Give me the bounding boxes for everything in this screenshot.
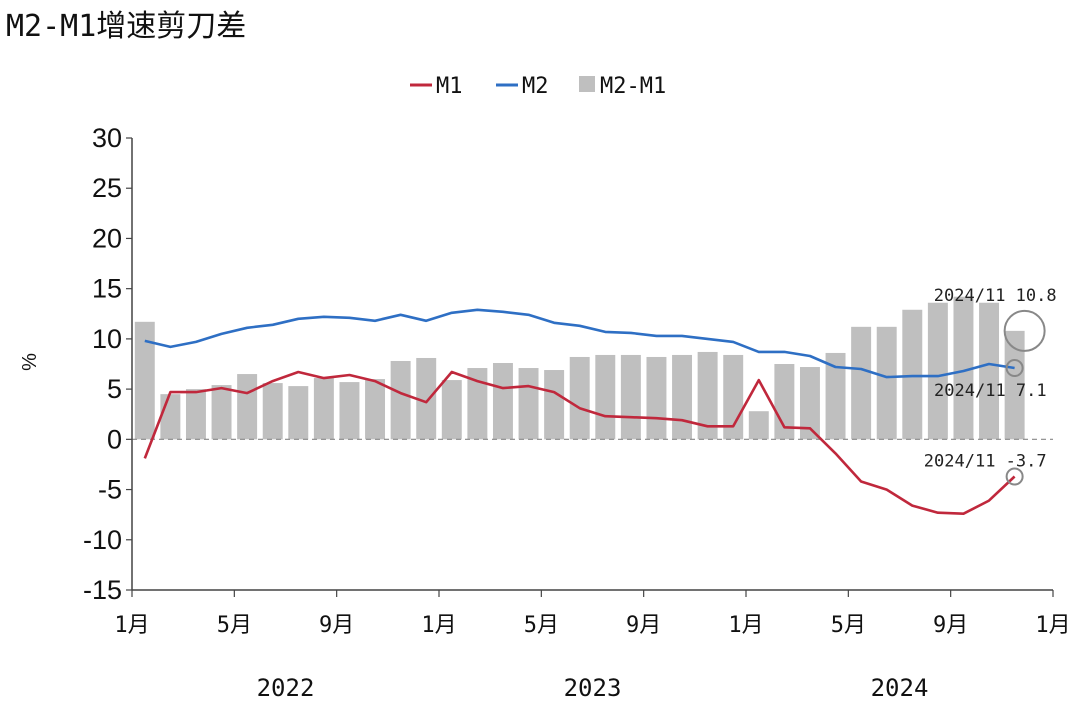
bar-m2-m1 (365, 379, 386, 440)
bar-m2-m1 (237, 374, 258, 440)
x-tick-label: 5月 (217, 613, 252, 638)
legend: M1 M2 M2-M1 (410, 74, 666, 99)
bar-m2-m1 (569, 356, 590, 440)
legend-label-m2-m1: M2-M1 (600, 74, 666, 99)
y-tick-label: 30 (92, 123, 122, 153)
annotation-label: 2024/11 7.1 (934, 381, 1047, 401)
annotation-circle (1005, 467, 1024, 486)
bar-m2-m1 (979, 302, 1000, 440)
bar-m2-m1 (134, 321, 155, 440)
legend-swatch-m2-m1 (579, 76, 595, 92)
x-tick-label: 9月 (319, 613, 354, 638)
y-axis-label: % (19, 353, 41, 371)
bar-m2-m1 (876, 326, 897, 440)
x-tick-label: 5月 (831, 613, 866, 638)
annotations: 2024/11 10.8 2024/11 7.1 2024/11 -3.7 (924, 286, 1057, 486)
annotation-label: 2024/11 -3.7 (924, 451, 1047, 471)
bar-m2-m1 (620, 354, 641, 440)
x-tick-label: 5月 (524, 613, 559, 638)
chart-title: M2-M1增速剪刀差 (6, 9, 246, 44)
x-tick-label: 9月 (933, 613, 968, 638)
year-label: 2022 (257, 674, 315, 702)
bar-m2-m1 (160, 394, 181, 440)
bar-m2-m1 (518, 368, 539, 440)
line-m1 (143, 370, 1016, 515)
y-tick-label: -15 (83, 575, 122, 605)
bar-m2-m1 (492, 362, 513, 440)
bar-m2-m1 (288, 386, 309, 440)
y-tick-label: 15 (92, 274, 122, 304)
bar-m2-m1 (953, 296, 974, 440)
x-tick-label: 1月 (1035, 613, 1070, 638)
legend-label-m1: M1 (436, 74, 463, 99)
bar-m2-m1 (851, 326, 872, 440)
bar-m2-m1 (185, 389, 206, 440)
bar-m2-m1 (441, 380, 462, 440)
bar-m2-m1 (697, 351, 718, 440)
x-tick-label: 9月 (626, 613, 661, 638)
line-m2 (144, 308, 1015, 379)
bar-m2-m1 (927, 302, 948, 440)
annotation-label: 2024/11 10.8 (934, 286, 1057, 306)
annotation-circle (1003, 309, 1046, 352)
x-tick-label: 1月 (114, 613, 149, 638)
bar-m2-m1 (1004, 330, 1025, 440)
bar-m2-m1 (262, 383, 283, 440)
line-series (143, 308, 1016, 515)
y-tick-label: 10 (92, 324, 122, 354)
y-tick-label: 5 (107, 374, 122, 404)
bar-m2-m1 (390, 360, 411, 440)
bar-m2-m1 (646, 356, 667, 440)
bar-m2-m1 (467, 368, 488, 440)
bar-m2-m1 (672, 354, 693, 440)
year-label: 2023 (564, 674, 622, 702)
x-tick-label: 1月 (728, 613, 763, 638)
legend-label-m2: M2 (522, 74, 549, 99)
x-tick-label: 1月 (421, 613, 456, 638)
year-label: 2024 (871, 674, 929, 702)
bar-m2-m1 (825, 352, 846, 440)
y-tick-label: 0 (107, 424, 122, 454)
bar-m2-m1 (902, 309, 923, 440)
y-tick-label: -5 (98, 475, 122, 505)
y-tick-label: 25 (92, 173, 122, 203)
bar-m2-m1 (544, 370, 565, 440)
y-tick-label: 20 (92, 223, 122, 253)
bar-m2-m1 (211, 385, 232, 440)
bar-m2-m1 (339, 382, 360, 440)
bar-m2-m1 (799, 367, 820, 440)
bar-m2-m1 (595, 354, 616, 440)
bar-m2-m1 (416, 357, 437, 440)
bar-m2-m1 (313, 378, 334, 440)
axes: 30 25 20 15 10 5 0 -5 -10 -15 1月 5月 9月 1月 5月 9月 1月 5月 9月 1月… (83, 123, 1071, 702)
y-tick-label: -10 (83, 525, 122, 555)
bar-m2-m1 (748, 411, 769, 440)
bar-series-m2-m1 (134, 296, 1025, 440)
annotation-circle (1005, 359, 1024, 378)
